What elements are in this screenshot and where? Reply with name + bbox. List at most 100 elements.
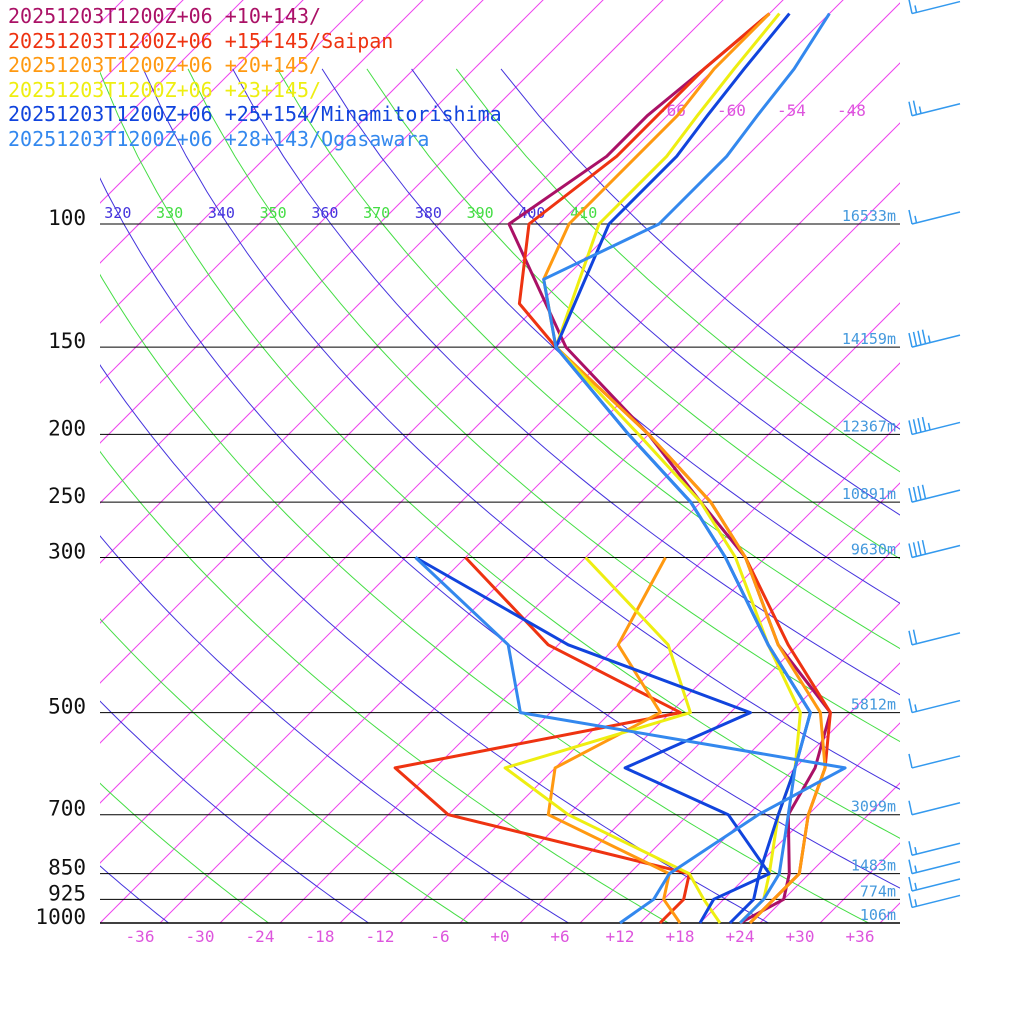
dry-adiabat-line (455, 68, 900, 473)
temperature-line (507, 12, 832, 925)
dry-adiabat-line (276, 68, 900, 650)
dry-adiabat-line (321, 68, 900, 604)
theta-label: 390 (467, 204, 494, 222)
dry-adiabat-line (142, 68, 900, 790)
dewpoint-line (414, 556, 847, 925)
temperature-tick-label: -30 (186, 927, 215, 946)
isotherm-line (579, 602, 900, 923)
pressure-label: 925 (48, 881, 86, 905)
pressure-label: 100 (48, 206, 86, 230)
wind-barb (908, 893, 961, 909)
isotherm-line (879, 902, 900, 923)
wind-barb (908, 100, 961, 117)
wind-barb (908, 0, 961, 15)
isotherm-label: -54 (777, 101, 806, 120)
temperature-tick-label: +6 (550, 927, 569, 946)
dry-adiabat-line (411, 68, 900, 516)
temperature-tick-label: -12 (366, 927, 395, 946)
theta-label: 380 (415, 204, 442, 222)
temperature-tick-label: +0 (490, 927, 509, 946)
dry-adiabat-line (100, 618, 469, 923)
height-label: 3099m (851, 798, 896, 816)
height-label: 5812m (851, 696, 896, 714)
dry-adiabat-line (100, 782, 269, 923)
temperature-tick-label: +30 (786, 927, 815, 946)
wind-barb (908, 329, 961, 348)
chart-legend: 20251203T1200Z+06 +10+143/20251203T1200Z… (8, 4, 502, 151)
height-label: 16533m (842, 207, 896, 225)
isotherm-label: -48 (837, 101, 866, 120)
isotherm-line (940, 0, 1024, 923)
theta-label: 350 (260, 204, 287, 222)
isotherm-line (519, 542, 900, 923)
temperature-tick-label: +24 (726, 927, 755, 946)
dry-adiabat-line (100, 535, 569, 923)
theta-label: 360 (311, 204, 338, 222)
dewpoint-line (546, 556, 682, 924)
wind-barb (908, 484, 961, 503)
isotherm-line (819, 842, 900, 923)
legend-entry: 20251203T1200Z+06 +25+154/Minamitorishim… (8, 102, 502, 126)
wind-barbs (908, 0, 961, 909)
temperature-line (542, 12, 831, 925)
dry-adiabat-line (100, 450, 669, 923)
dewpoint-line (503, 556, 722, 924)
temperature-tick-label: -18 (306, 927, 335, 946)
temperature-tick-label: +18 (666, 927, 695, 946)
pressure-label: 300 (48, 540, 86, 564)
temperature-tick-labels: -36 -30 -24 -18 -12 -6 +0 +6 +12 +18 +24 +30 +36 (126, 927, 875, 946)
isotherm-line (100, 0, 424, 324)
theta-label: 330 (156, 204, 183, 222)
legend-entry: 20251203T1200Z+06 +28+143/Ogasawara (8, 126, 430, 151)
temperature-line (554, 12, 802, 925)
theta-label: 370 (363, 204, 390, 222)
dry-adiabat-line (187, 68, 900, 743)
dry-adiabat-line (100, 700, 369, 923)
height-label: 14159m (842, 330, 896, 348)
legend-entry: 20251203T1200Z+06 +20+145/ (8, 53, 322, 77)
pressure-label: 150 (48, 329, 86, 353)
isotherm-line (459, 482, 900, 923)
sounding-series (393, 12, 847, 925)
pressure-label: 500 (48, 695, 86, 719)
pressure-label: 1000 (35, 905, 86, 929)
theta-label: 320 (104, 204, 131, 222)
wind-barb (908, 753, 961, 769)
dewpoint-line (414, 556, 771, 924)
height-label: 10891m (842, 485, 896, 503)
wind-barb (908, 859, 961, 875)
isotherm-line (100, 0, 244, 144)
temperature-tick-label: +12 (606, 927, 635, 946)
pressure-label: 700 (48, 797, 86, 821)
temperature-tick-label: -24 (246, 927, 275, 946)
isotherm-line (100, 0, 304, 204)
dry-adiabat-line (366, 68, 900, 560)
pressure-label: 250 (48, 484, 86, 508)
legend-entry: 20251203T1200Z+06 +10+143/ (8, 4, 322, 28)
height-label: 9630m (851, 541, 896, 559)
dry-adiabat-line (232, 68, 900, 696)
wind-barb (908, 416, 961, 436)
temperature-tick-label: -36 (126, 927, 155, 946)
wind-barb (908, 800, 961, 816)
dewpoint-line (393, 556, 691, 925)
legend-entry: 20251203T1200Z+06 +23+145/ (8, 77, 322, 102)
temperature-line (542, 12, 827, 925)
isotherm-label: -60 (717, 101, 746, 120)
pressure-label: 200 (48, 416, 86, 440)
dry-adiabat-line (100, 177, 900, 889)
isotherm-line (1000, 0, 1024, 923)
legend-entry: 20251203T1200Z+06 +15+145/Saipan (8, 28, 394, 53)
temperature-tick-label: +36 (846, 927, 875, 946)
dry-adiabat-line (100, 364, 769, 923)
wind-barb (908, 876, 961, 892)
wind-barb (908, 698, 961, 714)
dry-adiabat-line (100, 273, 869, 923)
dry-adiabat-line (500, 68, 900, 430)
pressure-label: 850 (48, 856, 86, 880)
theta-label: 340 (208, 204, 235, 222)
wind-barb (908, 539, 961, 559)
isobars: 100 16533m 150 14159m 200 12367m 250 10891m 300 9… (35, 206, 900, 929)
temperature-tick-label: -6 (430, 927, 449, 946)
